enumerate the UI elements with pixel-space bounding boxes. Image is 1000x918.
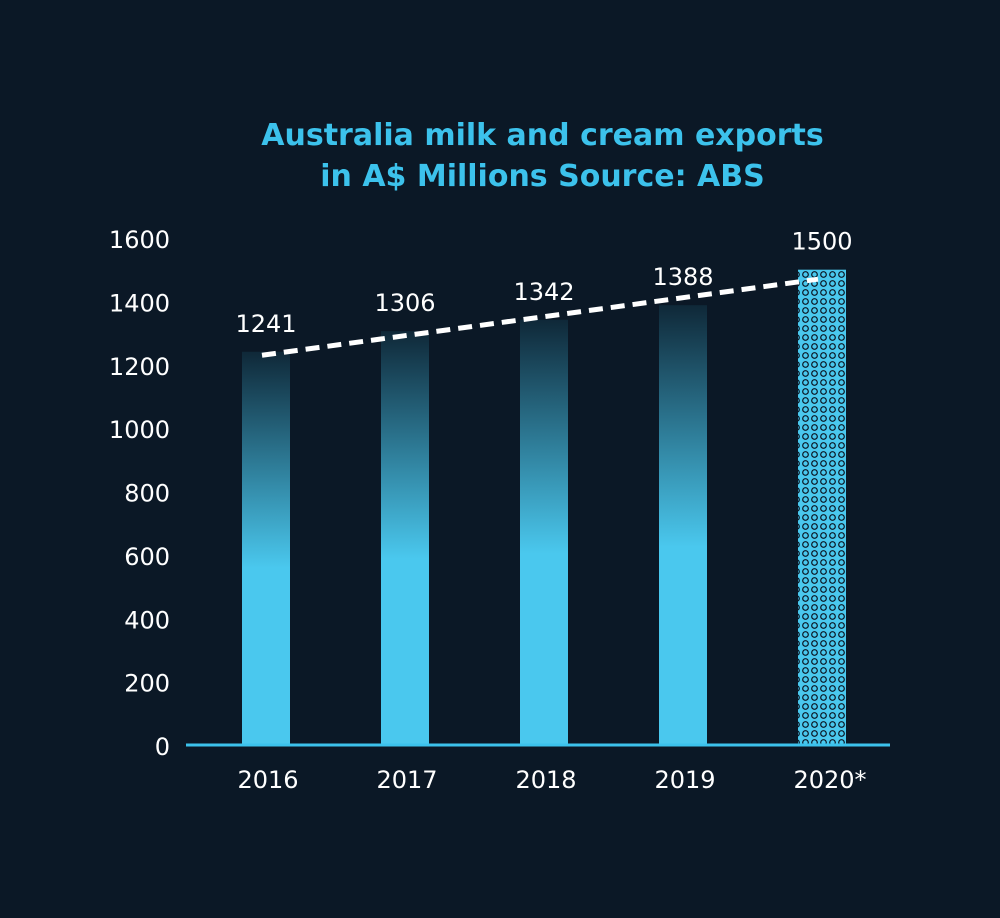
y-tick-label: 200 — [124, 670, 170, 698]
x-tick-label: 2020* — [793, 766, 866, 794]
x-tick-label: 2019 — [654, 766, 715, 794]
x-tick-label: 2018 — [515, 766, 576, 794]
bar-projected — [798, 269, 846, 745]
x-axis: 2016 2017 2018 2019 2020* — [237, 766, 866, 794]
trendline — [261, 276, 819, 358]
bars-group — [186, 269, 890, 747]
chart-title-line-2: in A$ Millions Source: ABS — [320, 159, 765, 194]
x-tick-label: 2017 — [376, 766, 437, 794]
bar — [659, 305, 707, 745]
y-tick-label: 1200 — [109, 353, 170, 381]
y-tick-label: 1600 — [109, 226, 170, 254]
value-labels-group: 1241 1306 1342 1388 1500 — [235, 228, 852, 338]
y-tick-label: 600 — [124, 543, 170, 571]
value-label: 1241 — [235, 310, 296, 338]
x-tick-label: 2016 — [237, 766, 298, 794]
value-label: 1342 — [513, 278, 574, 306]
value-label: 1306 — [374, 289, 435, 317]
y-tick-label: 0 — [155, 733, 170, 761]
value-label: 1388 — [652, 263, 713, 291]
bar — [381, 331, 429, 745]
value-label: 1500 — [791, 228, 852, 256]
trendline-group — [261, 276, 819, 358]
chart-title-line-1: Australia milk and cream exports — [261, 118, 824, 153]
y-tick-label: 800 — [124, 480, 170, 508]
bar — [242, 351, 290, 745]
y-tick-label: 1000 — [109, 416, 170, 444]
bar — [520, 319, 568, 745]
y-tick-label: 1400 — [109, 289, 170, 317]
y-tick-label: 400 — [124, 606, 170, 634]
y-axis: 0 200 400 600 800 1000 1200 1400 1600 — [109, 226, 170, 761]
